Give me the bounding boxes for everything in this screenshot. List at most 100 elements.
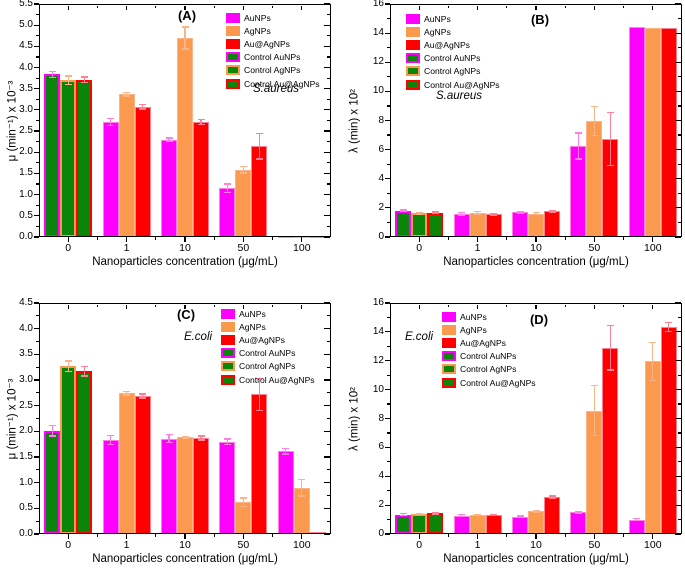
y-tick-left [33,302,39,304]
legend-item: Au@AgNPs [226,37,320,50]
bar-Au@AgNPs-0 [76,371,93,534]
legend-item: Control AuNPs [226,51,320,64]
x-tick-label: 1 [123,242,130,254]
legend-label: Au@AgNPs [424,39,470,50]
y-tick-left [33,151,39,153]
x-tick-major [593,237,595,242]
y-tick-label: 4 [378,470,384,482]
bar-AgNPs-0 [411,514,428,534]
x-tick-label: 0 [416,539,423,551]
y-tick-right [326,366,330,368]
y-tick-left [384,504,390,506]
panel-c-legend: AuNPs AgNPs Au@AgNPs Control AuNPs Control A… [221,307,315,386]
x-tick-label: 50 [588,242,601,254]
error-cap-top-AgNPs-10 [181,435,189,438]
legend-item: AgNPs [226,24,320,37]
control-swatch [226,52,240,63]
error-cap-top-AuNPs-100 [633,518,641,520]
AgNPs-swatch [226,25,240,36]
error-cap-bottom-AgNPs-50 [239,505,247,507]
error-bar-AuNPs-10 [519,211,521,213]
legend-item: Control Au@AgNPs [442,376,536,389]
bar-Au@AgNPs-1 [485,214,502,237]
y-tick-left [36,204,39,206]
error-cap-bottom-AgNPs-10 [532,511,540,513]
error-bar-AgNPs-50 [242,166,245,174]
y-tick-label: 6 [378,441,384,453]
y-tick-right [326,494,330,497]
x-tick-label: 50 [588,539,601,551]
error-cap-bottom-AuNPs-10 [165,140,173,142]
legend-label: Control AgNPs [244,65,301,76]
x-tick-label: 0 [65,242,72,254]
error-bar-Au@AgNPs-10 [551,496,553,499]
y-tick-right [675,207,681,209]
y-tick-label: 4.0 [19,61,33,73]
y-tick-label: 4.0 [19,322,33,334]
error-bar-AgNPs-10 [184,26,186,49]
y-tick-left [33,482,39,484]
y-tick-right [326,183,330,185]
bar-AuNPs-50 [219,441,236,534]
y-tick-left [384,207,390,209]
y-tick-left [36,77,39,79]
x-tick-major [301,237,303,242]
x-tick-major [593,534,595,539]
panel-a: (A) S.aureus μ (min⁻¹) x 10⁻³ Nanopartic… [0,0,342,286]
legend-item: AgNPs [221,320,315,333]
y-tick-left [384,417,390,420]
y-tick-right [326,340,330,343]
y-tick-label: 16 [372,297,384,308]
y-tick-right [326,469,330,471]
y-tick-label: 2.0 [19,146,33,158]
x-tick-minor-top [506,5,508,8]
y-tick-right [677,518,681,521]
error-cap-bottom-AuNPs-1 [107,444,115,446]
y-tick-left [387,345,390,347]
error-cap-top-AgNPs-10 [532,509,540,512]
y-tick-label: 4 [378,172,384,184]
bar-AuNPs-100 [277,451,294,534]
x-tick-minor-top [506,304,508,307]
y-tick-left [36,35,39,37]
bar-AuNPs-50 [219,188,236,237]
error-cap-top-AgNPs-10 [532,212,540,214]
y-tick-right [677,432,681,434]
y-tick-right [326,13,330,16]
bar-AgNPs-1 [469,212,486,237]
error-cap-bottom-AuNPs-10 [516,212,524,214]
error-cap-bottom-AuNPs-0 [48,76,56,78]
panel-a-legend: AuNPs AgNPs Au@AgNPs Control AuNPs Control A… [226,11,320,90]
x-tick-minor [623,237,625,240]
AgNPs-swatch [406,26,420,37]
error-cap-top-AuNPs-0 [48,425,56,427]
x-tick-minor [623,534,625,537]
y-tick-left [387,47,390,49]
x-tick-label: 10 [530,539,542,551]
legend-item: AuNPs [221,307,315,320]
error-cap-top-AuNPs-1 [458,212,466,214]
y-tick-left [384,90,390,92]
y-tick-label: 2.5 [19,399,33,411]
y-tick-label: 1.0 [19,476,33,488]
bar-AgNPs-0 [60,366,77,534]
error-cap-bottom-AgNPs-0 [415,213,423,215]
y-tick-label: 3.0 [19,103,33,115]
error-cap-bottom-AuNPs-0 [399,210,407,213]
error-cap-bottom-AuNPs-50 [574,158,582,160]
error-cap-bottom-Au@AgNPs-10 [197,439,205,441]
x-tick-top [477,5,479,10]
y-tick-right [677,105,681,107]
error-cap-bottom-AgNPs-50 [590,435,598,437]
legend-label: AuNPs [424,13,451,24]
x-tick-minor [564,534,566,537]
error-bar-AgNPs-0 [67,76,69,85]
error-cap-top-AgNPs-0 [64,360,72,362]
y-tick-left [384,302,390,304]
y-tick-label: 16 [372,0,384,9]
error-cap-bottom-AgNPs-1 [123,394,131,396]
y-tick-label: 3.5 [19,82,33,94]
control-swatch [406,53,420,64]
error-bar-AuNPs-100 [285,448,287,454]
y-tick-right [324,172,330,175]
